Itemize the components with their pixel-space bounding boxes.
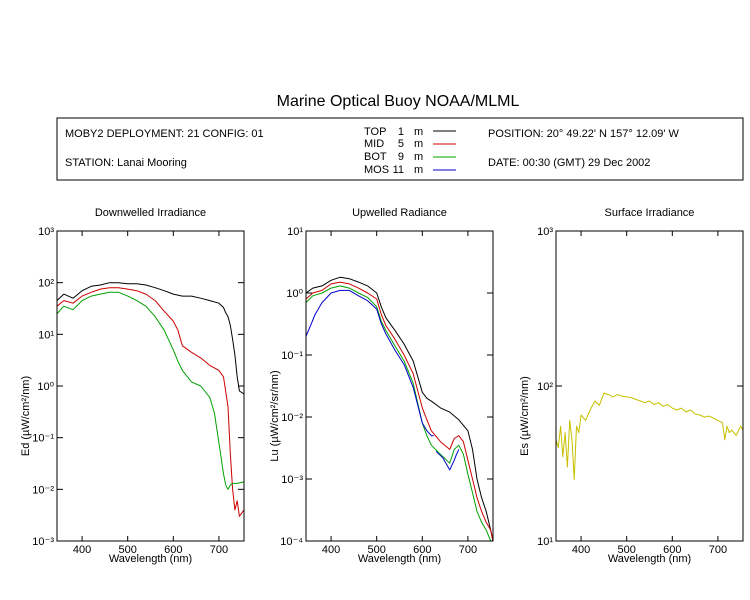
panel-title: Downwelled Irradiance bbox=[95, 207, 206, 219]
legend-mos-unit: m bbox=[414, 164, 423, 176]
x-tick-label: 400 bbox=[572, 544, 590, 556]
chart-panel-1: Downwelled Irradiance 400 500 600 700 10⁻³ 10⁻… bbox=[20, 207, 245, 565]
y-tick-label: 10⁻³ bbox=[32, 536, 54, 548]
plot-frame bbox=[56, 230, 245, 542]
y-tick-label: 10¹ bbox=[287, 226, 303, 238]
legend-bot-label: BOT bbox=[364, 151, 387, 163]
y-tick-label: 10⁰ bbox=[37, 381, 54, 393]
legend-bot-depth: 9 bbox=[398, 151, 404, 163]
x-tick-label: 600 bbox=[413, 544, 431, 556]
y-axis-label: Lu (µW/cm²/sr/nm) bbox=[269, 370, 281, 461]
y-tick-label: 10² bbox=[537, 381, 553, 393]
y-tick-label: 10⁰ bbox=[286, 288, 303, 300]
x-tick-label: 600 bbox=[164, 544, 182, 556]
date-text: DATE: 00:30 (GMT) 29 Dec 2002 bbox=[488, 157, 650, 169]
x-tick-label: 400 bbox=[322, 544, 340, 556]
series-line-top bbox=[57, 282, 244, 395]
x-tick-label: 700 bbox=[210, 544, 228, 556]
legend-mid-unit: m bbox=[414, 138, 423, 150]
plot-frame bbox=[305, 230, 494, 542]
series-line-mid bbox=[57, 287, 244, 517]
y-tick-label: 10⁻³ bbox=[281, 474, 303, 486]
series-line-bot bbox=[306, 285, 493, 541]
legend-mid-depth: 5 bbox=[398, 138, 404, 150]
legend-top-depth: 1 bbox=[398, 126, 404, 138]
y-tick-label: 10⁻¹ bbox=[281, 350, 303, 362]
series-group bbox=[306, 276, 493, 541]
chart-panels: Downwelled Irradiance 400 500 600 700 10⁻³ 10⁻… bbox=[20, 207, 744, 565]
series-line-top bbox=[306, 276, 493, 541]
y-tick-label: 10⁻² bbox=[281, 412, 303, 424]
legend-bot-unit: m bbox=[414, 151, 423, 163]
legend-top-unit: m bbox=[414, 126, 423, 138]
x-tick-label: 500 bbox=[618, 544, 636, 556]
info-box-frame bbox=[56, 117, 744, 181]
legend: TOP 1 m MID 5 m BOT 9 m MOS 11 m bbox=[364, 126, 456, 176]
x-axis-label: Wavelength (nm) bbox=[358, 553, 441, 565]
plot-frame bbox=[555, 230, 744, 542]
legend-mid-label: MID bbox=[364, 138, 384, 150]
station-text: STATION: Lanai Mooring bbox=[65, 157, 187, 169]
series-line-mid bbox=[306, 281, 493, 541]
y-tick-label: 10³ bbox=[38, 226, 54, 238]
info-box: MOBY2 DEPLOYMENT: 21 CONFIG: 01 STATION:… bbox=[56, 117, 744, 181]
main-title: Marine Optical Buoy NOAA/MLML bbox=[277, 93, 520, 110]
legend-mos-depth: 11 bbox=[393, 164, 404, 176]
series-line-mos bbox=[306, 289, 434, 437]
y-axis-label: Es (µW/cm²/nm) bbox=[519, 376, 531, 456]
chart-panel-3: Surface Irradiance 400 500 600 700 10¹ 10² 10³ W… bbox=[519, 207, 744, 565]
position-text: POSITION: 20° 49.22' N 157° 12.09' W bbox=[488, 128, 680, 140]
series-line-es bbox=[556, 392, 743, 480]
deployment-text: MOBY2 DEPLOYMENT: 21 CONFIG: 01 bbox=[65, 128, 264, 140]
x-axis-label: Wavelength (nm) bbox=[109, 553, 192, 565]
panel-title: Upwelled Radiance bbox=[352, 207, 447, 219]
y-tick-label: 10⁻⁴ bbox=[280, 536, 303, 548]
series-group bbox=[57, 282, 244, 517]
series-line-mos bbox=[435, 449, 460, 471]
chart-panel-2: Upwelled Radiance 400 500 600 700 10⁻⁴ 10⁻³ 10⁻… bbox=[269, 207, 494, 565]
series-group bbox=[556, 392, 743, 480]
y-tick-label: 10¹ bbox=[38, 329, 54, 341]
panel-title: Surface Irradiance bbox=[605, 207, 695, 219]
series-line-bot bbox=[57, 291, 244, 490]
x-tick-label: 600 bbox=[663, 544, 681, 556]
y-tick-label: 10⁻² bbox=[32, 484, 54, 496]
x-axis-label: Wavelength (nm) bbox=[608, 553, 691, 565]
x-tick-label: 400 bbox=[73, 544, 91, 556]
legend-mos-label: MOS bbox=[364, 164, 389, 176]
y-tick-label: 10² bbox=[38, 278, 54, 290]
x-tick-label: 500 bbox=[119, 544, 137, 556]
x-tick-label: 700 bbox=[709, 544, 727, 556]
x-tick-label: 700 bbox=[459, 544, 477, 556]
y-tick-label: 10¹ bbox=[537, 536, 553, 548]
y-axis-label: Ed (µW/cm²/nm) bbox=[20, 376, 32, 456]
x-tick-label: 500 bbox=[368, 544, 386, 556]
y-tick-label: 10⁻¹ bbox=[32, 433, 54, 445]
y-tick-label: 10³ bbox=[537, 226, 553, 238]
legend-top-label: TOP bbox=[364, 126, 386, 138]
